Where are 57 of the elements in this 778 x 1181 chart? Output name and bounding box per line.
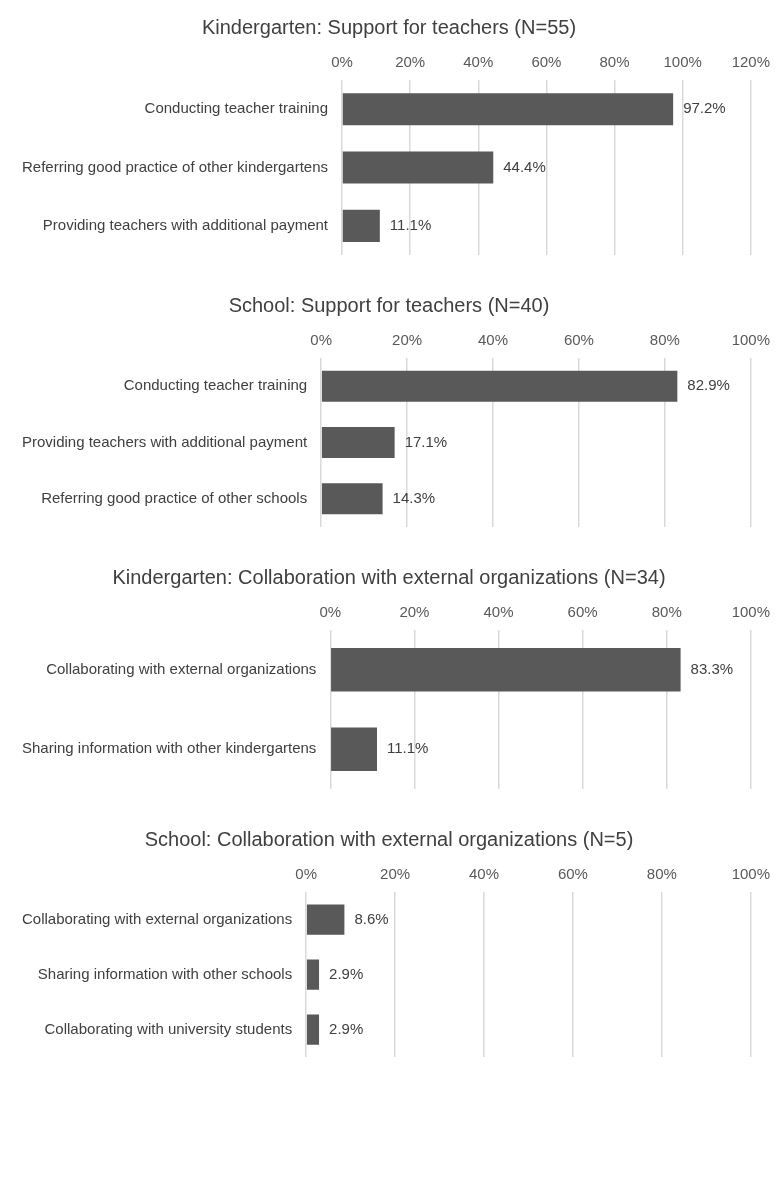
data-label: 44.4%: [503, 157, 546, 175]
x-tick-label: 120%: [731, 53, 771, 71]
x-tick-label: 60%: [557, 865, 588, 883]
chart-title: Kindergarten: Collaboration with external organizations (N=34): [111, 565, 667, 590]
x-tick-label: 80%: [649, 331, 680, 349]
y-tick-label: Conducting teacher training: [144, 99, 329, 117]
chart-title: Kindergarten: Support for teachers (N=55): [200, 15, 578, 40]
y-tick-label: Collaborating with external organizations: [46, 659, 317, 677]
bar: [342, 151, 494, 184]
x-tick-label: 20%: [392, 331, 423, 349]
data-label: 17.1%: [404, 432, 448, 450]
data-label: 11.1%: [389, 215, 432, 233]
x-tick-label: 40%: [478, 331, 509, 349]
x-tick-label: 40%: [463, 53, 494, 71]
x-tick-label: 60%: [531, 53, 562, 71]
y-tick-label: Sharing information with other kindergartens: [22, 739, 317, 757]
x-tick-label: 100%: [731, 331, 771, 349]
x-tick-label: 100%: [731, 603, 771, 621]
y-tick-label: Providing teachers with additional payment: [42, 215, 329, 233]
data-label: 97.2%: [683, 99, 726, 117]
data-label: 2.9%: [329, 964, 364, 982]
x-tick-label: 80%: [599, 53, 630, 71]
x-tick-label: 0%: [310, 331, 332, 349]
x-tick-label: 20%: [395, 53, 426, 71]
y-tick-label: Collaborating with external organizations: [22, 909, 293, 927]
data-label: 82.9%: [687, 376, 730, 394]
x-tick-label: 20%: [399, 603, 430, 621]
x-tick-label: 0%: [331, 53, 353, 71]
x-tick-label: 80%: [646, 865, 677, 883]
y-tick-label: Sharing information with other schools: [37, 964, 293, 982]
x-tick-label: 60%: [567, 603, 598, 621]
x-tick-label: 0%: [319, 603, 342, 621]
bar: [321, 483, 383, 515]
chart-title: School: Support for teachers (N=40): [227, 293, 551, 318]
bar: [321, 427, 395, 458]
chart-title: School: Collaboration with external organizations (N=5): [143, 827, 635, 852]
y-tick-label: Providing teachers with additional payment: [21, 432, 308, 450]
x-tick-label: 80%: [651, 603, 682, 621]
bar: [321, 370, 678, 402]
y-tick-label: Referring good practice of other schools: [41, 488, 308, 506]
data-label: 14.3%: [392, 488, 436, 506]
x-tick-label: 100%: [663, 53, 702, 71]
x-tick-label: 60%: [563, 331, 594, 349]
bar: [342, 93, 674, 126]
y-tick-label: Referring good practice of other kindergartens: [21, 157, 329, 175]
x-tick-label: 0%: [295, 865, 317, 883]
x-tick-label: 100%: [731, 865, 771, 883]
y-tick-label: Collaborating with university students: [44, 1019, 293, 1037]
x-tick-label: 40%: [469, 865, 500, 883]
data-label: 2.9%: [329, 1019, 364, 1037]
bar: [342, 209, 380, 242]
data-label: 83.3%: [690, 659, 734, 677]
x-tick-label: 20%: [380, 865, 411, 883]
y-tick-label: Conducting teacher training: [123, 376, 308, 394]
data-label: 8.6%: [354, 909, 389, 927]
x-tick-label: 40%: [483, 603, 514, 621]
data-label: 11.1%: [387, 739, 429, 757]
